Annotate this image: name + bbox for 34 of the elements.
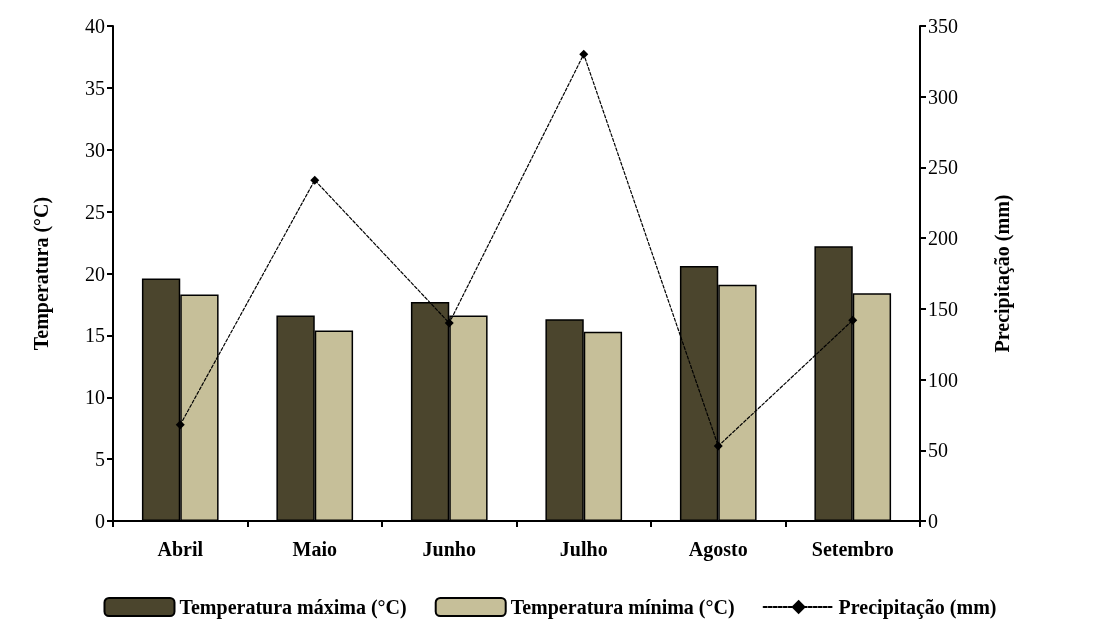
y-axis-title: Temperatura (°C) xyxy=(30,196,53,351)
y-tick-label: 10 xyxy=(85,386,105,409)
point xyxy=(310,175,320,185)
legend-label: Temperatura máxima (°C) xyxy=(179,596,407,619)
y-tick-label: 20 xyxy=(85,262,105,285)
y2-axis-title: Precipitação (mm) xyxy=(991,194,1014,353)
x-tick-label: Junho xyxy=(422,538,476,560)
x-tick-label: Setembro xyxy=(811,538,894,560)
y2-tick-label: 100 xyxy=(928,368,958,391)
x-tick-label: Agosto xyxy=(688,538,748,561)
x-tick-label: Maio xyxy=(292,538,337,560)
y-tick-label: 35 xyxy=(85,76,105,99)
y-tick-label: 0 xyxy=(95,510,105,532)
x-tick-label: Julho xyxy=(559,538,608,560)
y-tick-label: 25 xyxy=(85,200,105,223)
y2-tick-label: 0 xyxy=(928,510,938,532)
legend-label: Temperatura mínima (°C) xyxy=(510,596,735,619)
x-tick-label: Abril xyxy=(157,538,204,560)
y2-tick-label: 50 xyxy=(928,439,948,462)
y2-tick-label: 200 xyxy=(928,227,958,250)
y-tick-label: 5 xyxy=(95,448,105,471)
y-tick-label: 15 xyxy=(85,324,105,347)
point xyxy=(848,315,858,325)
y2-tick-label: 250 xyxy=(928,156,958,179)
y-tick-label: 40 xyxy=(85,15,105,37)
y2-tick-label: 300 xyxy=(928,85,958,108)
y2-tick-label: 350 xyxy=(928,15,958,37)
point xyxy=(713,441,723,451)
y2-tick-label: 150 xyxy=(928,297,958,320)
y-tick-label: 30 xyxy=(85,138,105,161)
legend-label: Precipitação (mm) xyxy=(838,596,997,619)
point xyxy=(444,318,454,328)
point xyxy=(175,420,185,430)
point xyxy=(579,49,589,59)
